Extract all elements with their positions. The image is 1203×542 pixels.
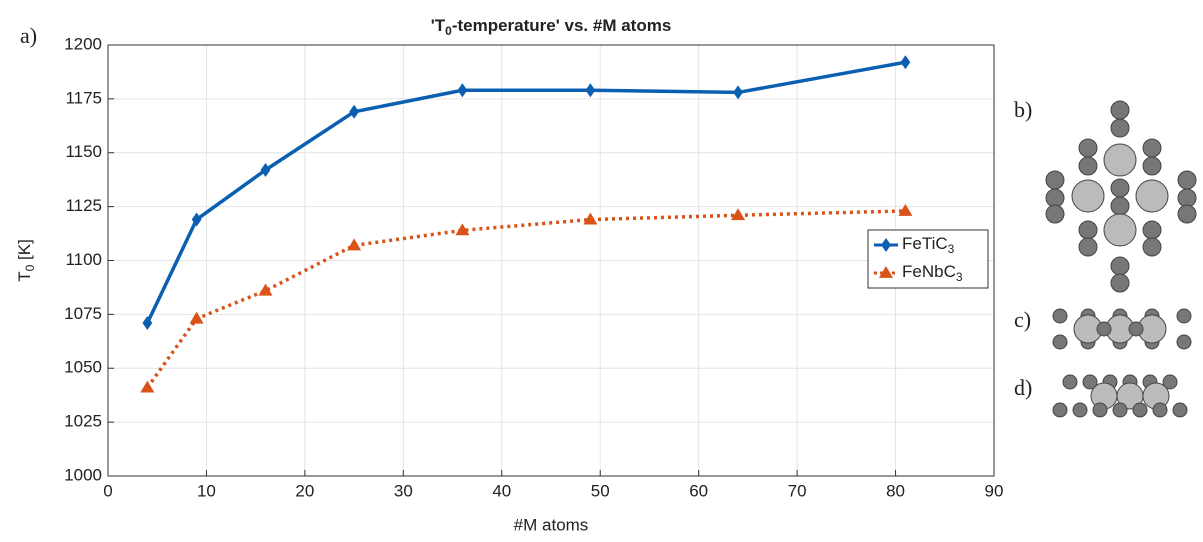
diamond-marker <box>900 55 911 70</box>
plot-frame <box>107 44 995 477</box>
panel-label: b) <box>1014 97 1032 122</box>
chart-title: 'T0-temperature' vs. #M atoms <box>431 16 672 38</box>
diamond-marker <box>191 212 202 227</box>
series-line <box>145 209 906 389</box>
x-tick-label: 90 <box>985 481 1004 500</box>
x-tick-label: 40 <box>492 481 511 500</box>
series-line <box>145 60 906 324</box>
y-tick-label: 1125 <box>65 196 102 215</box>
diamond-marker <box>142 315 153 330</box>
triangle-marker <box>455 223 470 236</box>
x-axis-label: #M atoms <box>514 515 589 534</box>
x-tick-label: 80 <box>886 481 905 500</box>
diamond-marker <box>733 85 743 100</box>
chart-title-part: -temperature' vs. #M atoms <box>452 16 671 35</box>
diamond-marker <box>349 104 360 119</box>
chart-title-subscript: 0 <box>445 24 452 38</box>
y-tick-label: 1025 <box>64 412 102 431</box>
triangle-marker <box>189 311 204 324</box>
x-tick-label: 10 <box>197 481 216 500</box>
chart-title-part: 'T <box>431 16 446 35</box>
structure-c <box>1052 308 1192 350</box>
y-axis-label-part: [K] <box>15 239 34 265</box>
triangle-marker <box>347 238 362 251</box>
y-tick-label: 1075 <box>64 304 102 323</box>
panel-label: c) <box>1014 307 1031 332</box>
y-tick-label: 1175 <box>65 88 102 107</box>
diamond-marker <box>260 162 271 177</box>
y-tick-label: 1150 <box>65 142 102 161</box>
y-tick-label: 1000 <box>64 465 102 484</box>
legend-label: FeNbC3 <box>902 262 963 284</box>
y-axis-label: T0 [K] <box>15 239 37 282</box>
x-tick-label: 70 <box>788 481 807 500</box>
y-tick-label: 1100 <box>65 250 102 269</box>
structure-d <box>1052 374 1188 418</box>
legend-label-subscript: 3 <box>956 270 963 284</box>
legend-label-part: FeNbC <box>902 262 956 281</box>
y-axis-label-subscript: 0 <box>23 264 37 271</box>
structure-b <box>1045 100 1197 293</box>
x-tick-label: 50 <box>591 481 610 500</box>
x-tick-label: 20 <box>295 481 314 500</box>
x-tick-label: 0 <box>103 481 112 500</box>
triangle-marker <box>879 266 893 278</box>
panel-label: a) <box>20 23 37 48</box>
y-axis-label-part: T <box>15 271 34 281</box>
structure-images <box>1045 100 1197 418</box>
diamond-marker <box>457 83 468 98</box>
triangle-marker <box>140 380 155 393</box>
x-tick-label: 30 <box>394 481 413 500</box>
legend-label: FeTiC3 <box>902 234 955 256</box>
legend-label-part: FeTiC <box>902 234 948 253</box>
y-tick-label: 1200 <box>64 34 102 53</box>
x-tick-label: 60 <box>689 481 708 500</box>
triangle-marker <box>898 203 913 216</box>
diamond-marker <box>881 238 891 252</box>
triangle-marker <box>731 208 746 221</box>
triangle-marker <box>258 283 273 296</box>
legend-box <box>867 229 989 289</box>
legend-label-subscript: 3 <box>948 242 955 256</box>
diamond-marker <box>585 83 596 98</box>
y-tick-label: 1050 <box>64 358 102 377</box>
panel-label: d) <box>1014 375 1032 400</box>
triangle-marker <box>583 212 598 225</box>
